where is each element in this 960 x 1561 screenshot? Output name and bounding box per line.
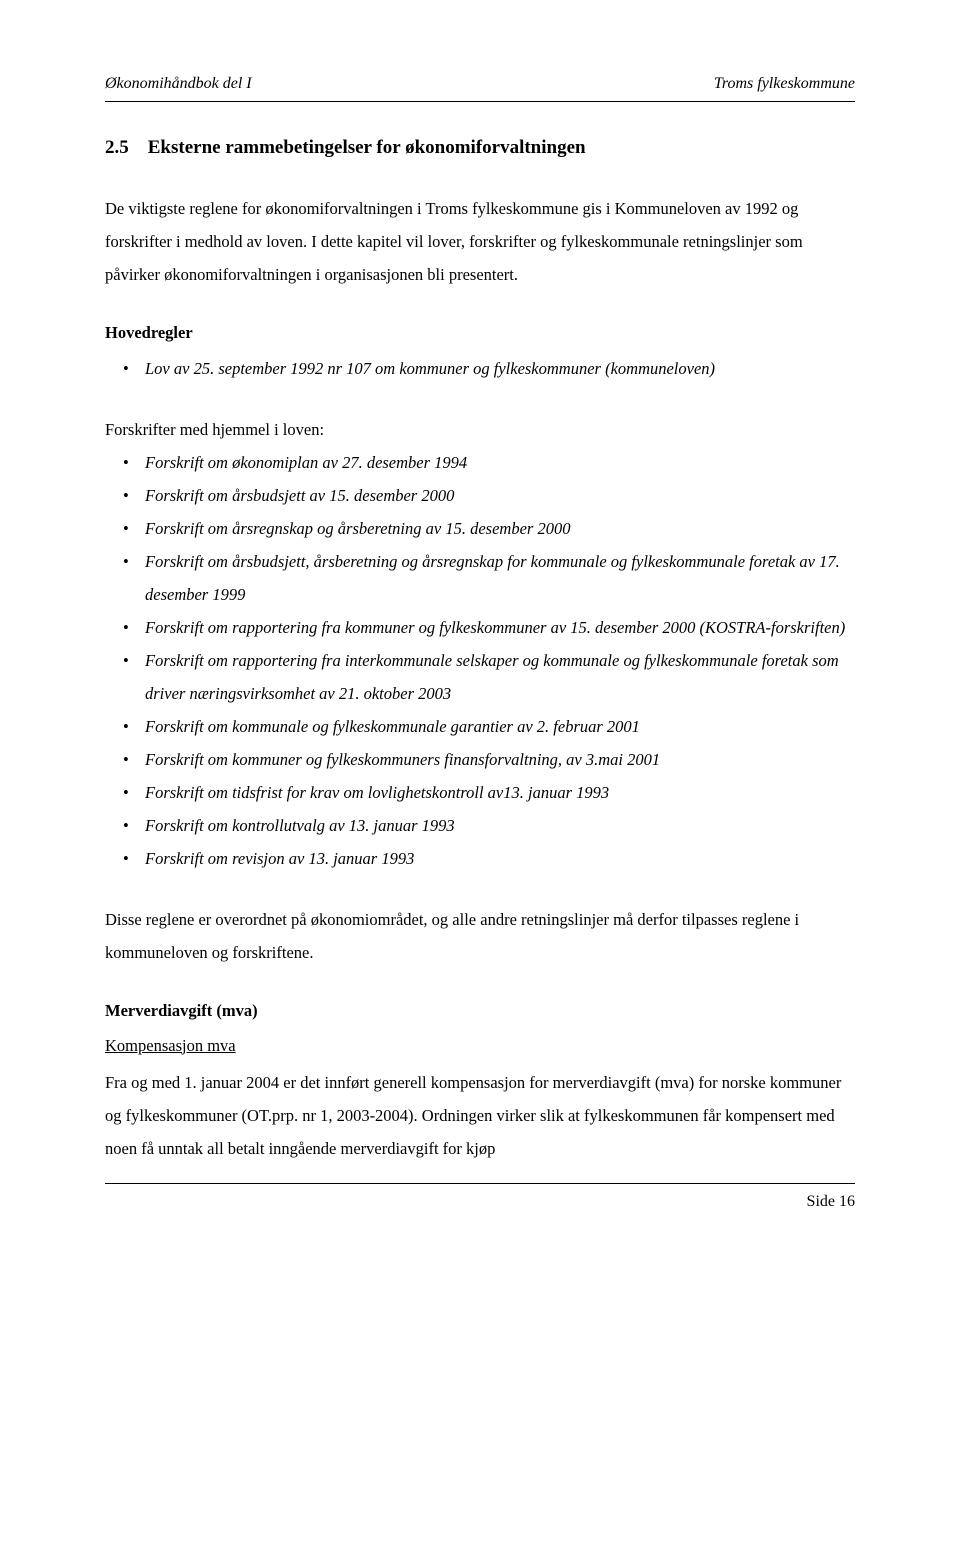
header-rule bbox=[105, 101, 855, 102]
forskrifter-list: Forskrift om økonomiplan av 27. desember… bbox=[105, 446, 855, 875]
list-item: Forskrift om kontrollutvalg av 13. janua… bbox=[105, 809, 855, 842]
forskrifter-intro: Forskrifter med hjemmel i loven: bbox=[105, 413, 855, 446]
mva-body: Fra og med 1. januar 2004 er det innført… bbox=[105, 1066, 855, 1165]
list-item: Forskrift om kommuner og fylkeskommuners… bbox=[105, 743, 855, 776]
footer-page-number: 16 bbox=[839, 1193, 855, 1210]
page-header: Økonomihåndbok del I Troms fylkeskommune bbox=[105, 70, 855, 97]
section-heading: 2.5 Eksterne rammebetingelser for økonom… bbox=[105, 132, 855, 164]
hovedregler-heading: Hovedregler bbox=[105, 319, 855, 347]
list-item: Forskrift om årsbudsjett, årsberetning o… bbox=[105, 545, 855, 611]
mva-subheading: Kompensasjon mva bbox=[105, 1029, 855, 1062]
header-left: Økonomihåndbok del I bbox=[105, 70, 252, 97]
hovedregler-list: Lov av 25. september 1992 nr 107 om komm… bbox=[105, 352, 855, 385]
header-right: Troms fylkeskommune bbox=[714, 70, 855, 97]
paragraph-summary: Disse reglene er overordnet på økonomiom… bbox=[105, 903, 855, 969]
section-number: 2.5 bbox=[105, 137, 129, 158]
paragraph-intro: De viktigste reglene for økonomiforvaltn… bbox=[105, 192, 855, 291]
list-item: Forskrift om økonomiplan av 27. desember… bbox=[105, 446, 855, 479]
list-item: Lov av 25. september 1992 nr 107 om komm… bbox=[105, 352, 855, 385]
list-item: Forskrift om rapportering fra interkommu… bbox=[105, 644, 855, 710]
list-item: Forskrift om tidsfrist for krav om lovli… bbox=[105, 776, 855, 809]
page-footer: Side 16 bbox=[105, 1188, 855, 1215]
section-title-text: Eksterne rammebetingelser for økonomifor… bbox=[148, 137, 586, 158]
list-item: Forskrift om rapportering fra kommuner o… bbox=[105, 611, 855, 644]
mva-heading: Merverdiavgift (mva) bbox=[105, 997, 855, 1025]
list-item: Forskrift om kommunale og fylkeskommunal… bbox=[105, 710, 855, 743]
list-item: Forskrift om årsbudsjett av 15. desember… bbox=[105, 479, 855, 512]
footer-label: Side bbox=[807, 1193, 835, 1210]
list-item: Forskrift om årsregnskap og årsberetning… bbox=[105, 512, 855, 545]
list-item: Forskrift om revisjon av 13. januar 1993 bbox=[105, 842, 855, 875]
footer-rule bbox=[105, 1183, 855, 1184]
